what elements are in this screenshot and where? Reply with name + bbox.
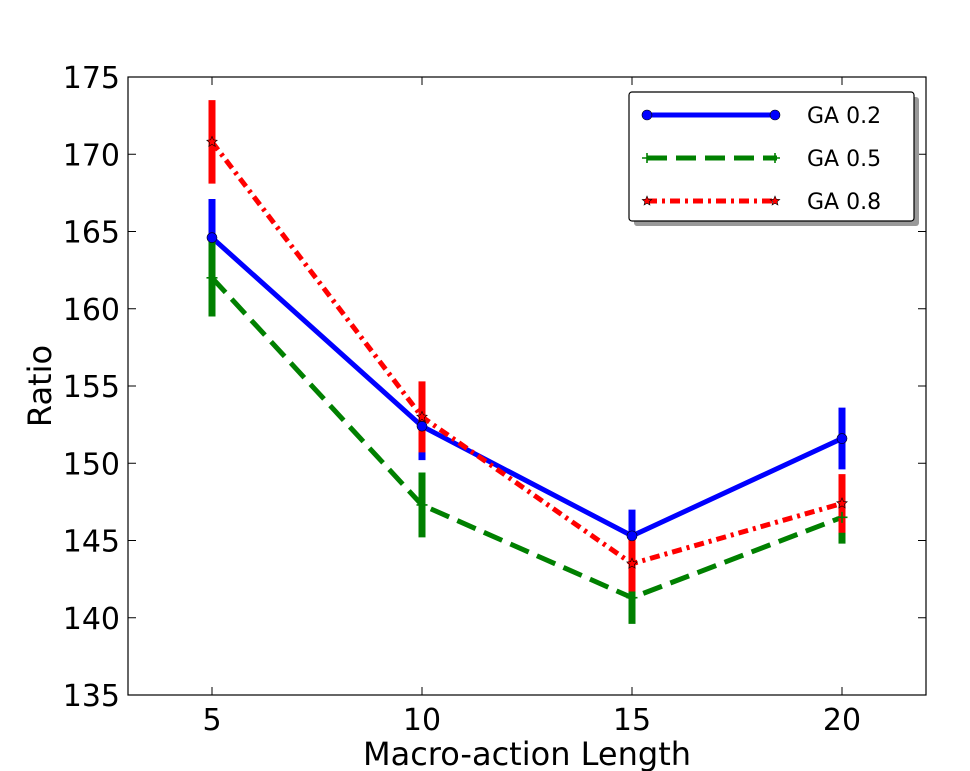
legend-entry: GA 0.2 [641, 104, 881, 129]
data-point [836, 511, 848, 523]
data-point [626, 557, 638, 569]
markers-2 [206, 135, 848, 569]
data-point [626, 530, 638, 542]
series-line [210, 276, 843, 601]
y-tick-label: 150 [63, 447, 120, 482]
data-point [641, 109, 653, 121]
data-point [416, 499, 428, 511]
series-line [210, 235, 844, 539]
legend: GA 0.2 GA 0.5 GA 0.8 [628, 91, 919, 226]
data-point [641, 195, 653, 206]
data-point [206, 272, 218, 284]
y-tick-label: 160 [63, 293, 120, 328]
data-point [769, 195, 781, 206]
series-0 [210, 235, 844, 539]
axes-layer: 5 10 15 20 135 140 145 150 155 160 165 170 175 [63, 61, 927, 738]
legend-entry: GA 0.8 [641, 190, 881, 215]
data-point [206, 232, 218, 243]
markers-0 [206, 232, 848, 542]
data-point [836, 497, 848, 509]
series-1 [210, 276, 843, 601]
y-tick-label: 165 [63, 216, 120, 251]
data-point [416, 410, 428, 422]
y-axis-label: Ratio [21, 345, 59, 427]
series-layer [206, 100, 848, 624]
legend-label: GA 0.8 [807, 190, 881, 215]
legend-label: GA 0.5 [807, 147, 881, 172]
y-tick-label: 145 [63, 525, 120, 560]
y-tick-label: 175 [63, 61, 120, 96]
x-tick-label: 5 [202, 703, 221, 738]
legend-entry: GA 0.5 [642, 147, 881, 172]
x-tick-label: 15 [613, 703, 651, 738]
y-tick-label: 170 [63, 138, 120, 173]
data-point [769, 109, 781, 121]
x-tick-label: 20 [823, 703, 861, 738]
data-point [770, 153, 780, 163]
legend-label: GA 0.2 [807, 104, 881, 129]
data-point [206, 135, 218, 147]
data-point [626, 592, 638, 604]
y-tick-label: 135 [63, 679, 120, 714]
markers-1 [206, 272, 848, 604]
data-point [836, 433, 848, 444]
y-tick-label: 155 [63, 370, 120, 405]
x-tick-label: 10 [403, 703, 441, 738]
y-tick-label: 140 [63, 602, 120, 637]
data-point [642, 153, 652, 163]
x-axis-label: Macro-action Length [363, 735, 691, 771]
data-point [416, 420, 428, 432]
